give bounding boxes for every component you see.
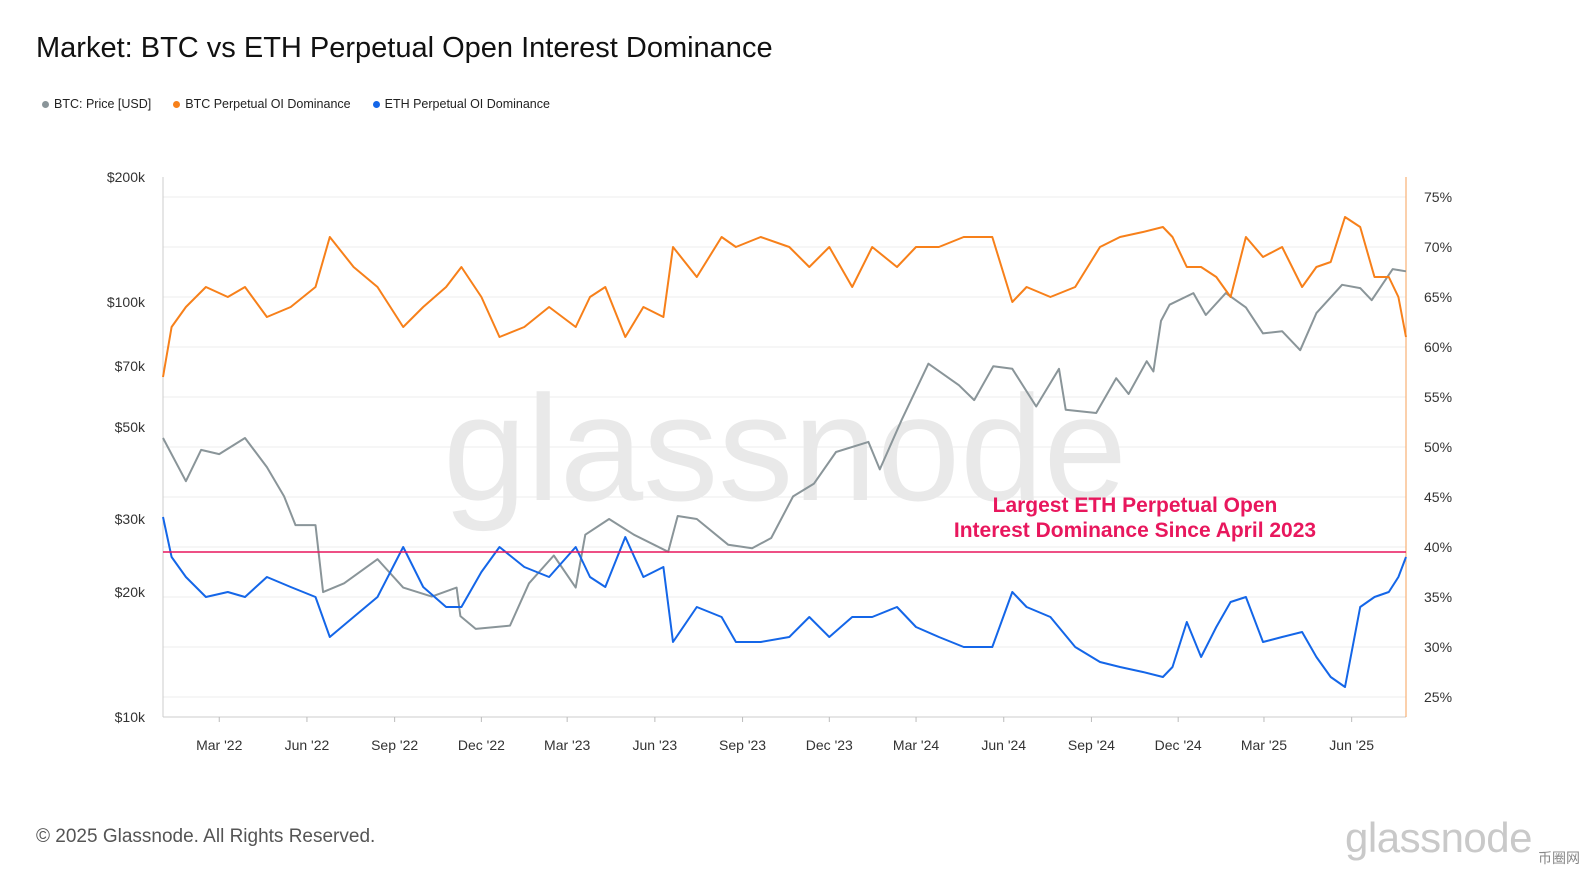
y-right-tick-label: 35%: [1424, 589, 1452, 605]
x-tick-label: Dec '23: [806, 737, 853, 753]
copyright-footer: © 2025 Glassnode. All Rights Reserved.: [36, 826, 376, 847]
y-right-tick-label: 65%: [1424, 289, 1452, 305]
annotation-line-1: Largest ETH Perpetual Open: [993, 494, 1278, 517]
corner-watermark-logo: 币圈网: [1538, 850, 1580, 866]
btc-price-line: [162, 268, 1407, 630]
legend-item-btc-price[interactable]: BTC: Price [USD]: [42, 97, 151, 111]
series-layer: [162, 216, 1407, 688]
x-tick-label: Dec '24: [1155, 737, 1202, 753]
y-left-tick-label: $50k: [115, 419, 146, 435]
legend-dot-btc-price: [42, 100, 49, 108]
legend-dot-btc-oi: [173, 100, 181, 108]
y-right-tick-label: 55%: [1424, 389, 1452, 405]
y-left-tick-label: $200k: [107, 169, 146, 185]
x-tick-label: Jun '24: [981, 737, 1026, 753]
legend-label-btc-oi: BTC Perpetual OI Dominance: [185, 97, 351, 111]
legend-item-btc-oi[interactable]: BTC Perpetual OI Dominance: [173, 97, 351, 111]
x-tick-label: Sep '23: [719, 737, 766, 753]
y-left-tick-label: $100k: [107, 294, 146, 310]
x-tick-label: Mar '22: [196, 737, 242, 753]
y-left-tick-label: $10k: [115, 709, 146, 725]
x-tick-label: Sep '24: [1068, 737, 1115, 753]
glassnode-logo: glassnode: [1345, 814, 1532, 861]
x-tick-label: Sep '22: [371, 737, 418, 753]
y-right-tick-label: 40%: [1424, 539, 1452, 555]
grid-layer: [163, 196, 1406, 698]
tick-layer: $200k $100k $70k $50k $30k $20k $10k 75% 70% 65% 6…: [107, 169, 1452, 753]
annotation-line-2: Interest Dominance Since April 2023: [954, 519, 1316, 542]
legend-label-btc-price: BTC: Price [USD]: [54, 97, 152, 111]
x-tick-label: Mar '24: [893, 737, 939, 753]
watermark: glassnode: [443, 364, 1127, 532]
legend-label-eth-oi: ETH Perpetual OI Dominance: [384, 97, 550, 111]
y-right-tick-label: 75%: [1424, 189, 1452, 205]
chart-title: Market: BTC vs ETH Perpetual Open Intere…: [36, 32, 773, 64]
x-tick-label: Jun '23: [633, 737, 678, 753]
x-tick-label: Dec '22: [458, 737, 505, 753]
y-right-tick-label: 50%: [1424, 439, 1452, 455]
legend-item-eth-oi[interactable]: ETH Perpetual OI Dominance: [372, 97, 550, 111]
y-right-tick-label: 30%: [1424, 639, 1452, 655]
eth-oi-dominance-line: [162, 516, 1407, 688]
y-left-tick-label: $30k: [115, 511, 146, 527]
legend: BTC: Price [USD] BTC Perpetual OI Domina…: [42, 97, 550, 111]
y-right-tick-label: 45%: [1424, 489, 1452, 505]
x-tick-label: Mar '23: [544, 737, 590, 753]
x-tick-label: Jun '25: [1329, 737, 1374, 753]
y-right-tick-label: 70%: [1424, 239, 1452, 255]
y-left-tick-label: $20k: [115, 584, 146, 600]
btc-oi-dominance-line: [162, 216, 1407, 378]
y-right-tick-label: 60%: [1424, 339, 1452, 355]
y-left-tick-label: $70k: [115, 358, 146, 374]
x-tick-label: Jun '22: [285, 737, 330, 753]
x-tick-label: Mar '25: [1241, 737, 1287, 753]
axis-layer: [162, 177, 1407, 718]
y-right-tick-label: 25%: [1424, 689, 1452, 705]
legend-dot-eth-oi: [372, 100, 380, 108]
